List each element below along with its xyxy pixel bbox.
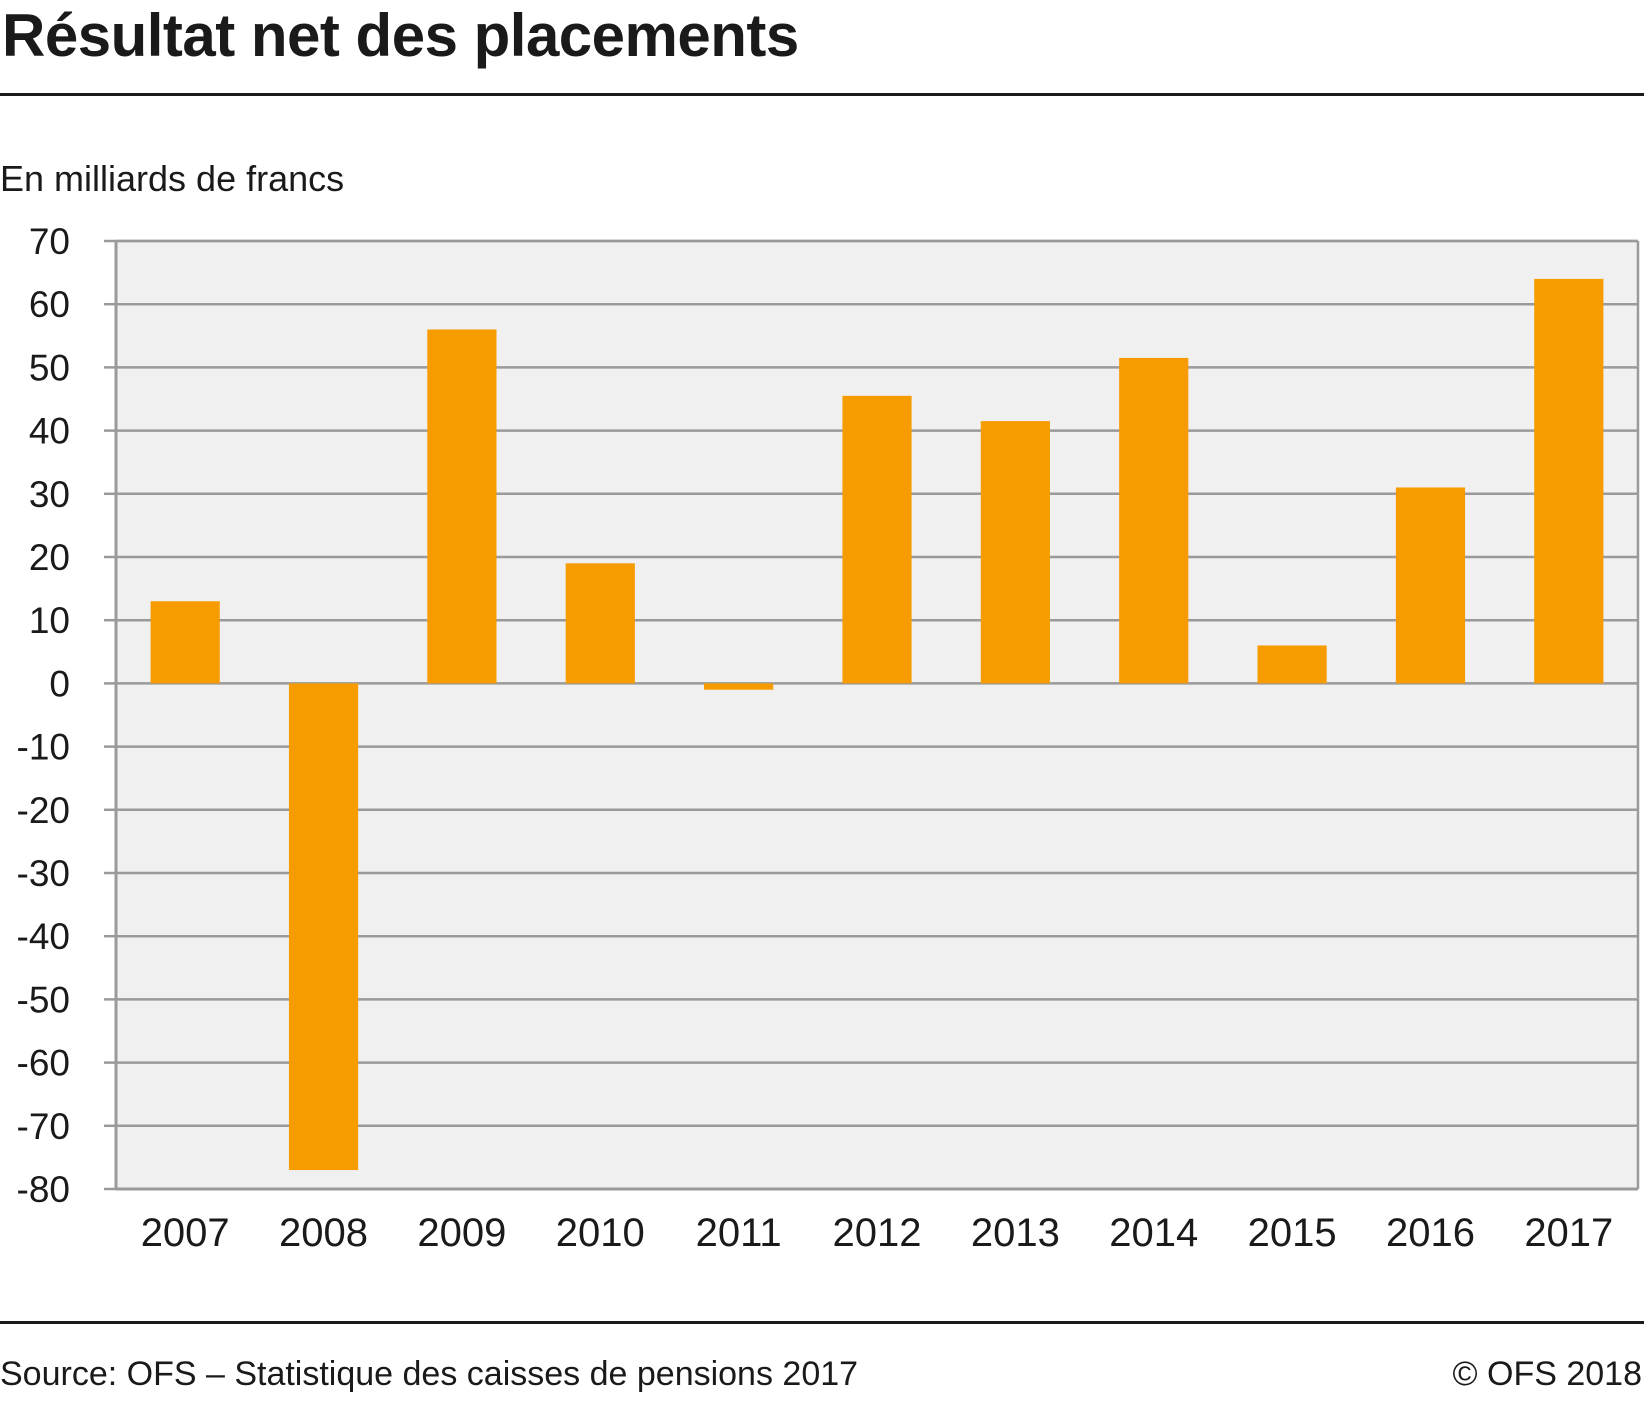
copyright-note: © OFS 2018 <box>1452 1355 1642 1393</box>
x-tick-label: 2008 <box>279 1211 368 1255</box>
x-tick-label: 2015 <box>1248 1211 1337 1255</box>
x-tick-label: 2016 <box>1386 1211 1475 1255</box>
x-tick-label: 2011 <box>696 1211 782 1255</box>
y-tick-label: -20 <box>17 790 70 831</box>
bar-2011 <box>704 683 774 690</box>
bar-2014 <box>1119 357 1189 684</box>
bar-2016 <box>1395 487 1466 684</box>
y-tick-label: -80 <box>17 1169 70 1210</box>
x-tick-labels: 2007 2008 2009 2010 2011 2012 2013 2014 2015 2016… <box>141 1211 1614 1255</box>
x-tick-label: 2014 <box>1109 1211 1198 1255</box>
x-tick-label: 2012 <box>833 1211 922 1255</box>
y-tick-label: 60 <box>29 284 70 325</box>
y-tick-label: 50 <box>29 347 70 388</box>
bar-2010 <box>565 563 635 684</box>
y-tick-label: -70 <box>17 1106 70 1147</box>
bar-chart: 706050403020100-10-20-30-40-50-60-70-80 … <box>17 221 1640 1255</box>
bar-2008 <box>288 683 359 1171</box>
y-tick-label: -50 <box>17 979 70 1020</box>
y-tick-label: -40 <box>17 916 70 957</box>
bar-2009 <box>427 329 497 684</box>
bars <box>150 278 1604 1171</box>
bar-2012 <box>842 395 912 684</box>
y-tick-label: -60 <box>17 1043 70 1084</box>
axis-lines <box>114 239 1640 1191</box>
y-tick-label: 20 <box>29 537 70 578</box>
y-tick-label: -30 <box>17 853 70 894</box>
bar-2015 <box>1257 645 1327 684</box>
footer-divider <box>0 1321 1644 1324</box>
y-tick-label: -10 <box>17 727 70 768</box>
y-tick-labels: 70 60 50 40 30 20 10 0 -10 -20 -30 -40 -50 -60 -70 -80 <box>17 221 70 1210</box>
title-divider <box>0 93 1644 96</box>
x-tick-label: 2007 <box>141 1211 230 1255</box>
x-tick-label: 2010 <box>556 1211 645 1255</box>
bar-2017 <box>1534 278 1604 684</box>
y-tick-label: 0 <box>49 663 70 704</box>
y-tick-label: 70 <box>29 221 70 262</box>
source-note: Source: OFS – Statistique des caisses de… <box>0 1355 859 1393</box>
y-tick-label: 40 <box>29 411 70 452</box>
y-tick-label: 10 <box>29 600 70 641</box>
x-tick-label: 2009 <box>417 1211 506 1255</box>
bar-2007 <box>150 601 220 684</box>
y-axis-label: En milliards de francs <box>0 158 345 199</box>
x-tick-label: 2017 <box>1524 1211 1613 1255</box>
x-tick-label: 2013 <box>971 1211 1060 1255</box>
y-tick-label: 30 <box>29 474 70 515</box>
chart-title: Résultat net des placements <box>2 2 799 69</box>
y-ticks <box>104 239 116 1191</box>
bar-2013 <box>980 421 1050 684</box>
